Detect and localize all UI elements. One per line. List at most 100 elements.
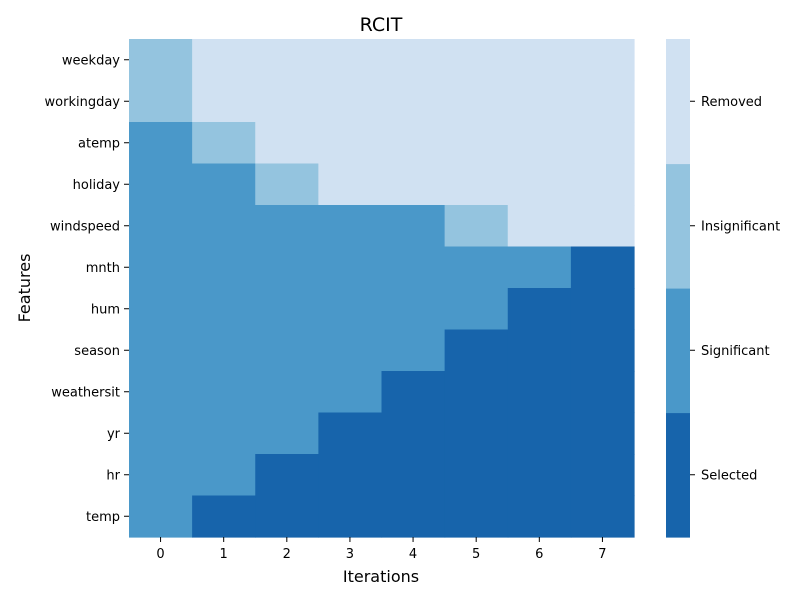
heatmap-cell	[255, 454, 319, 497]
heatmap-cell	[192, 163, 256, 206]
y-tick-label: yr	[107, 427, 121, 442]
heatmap-cell	[570, 163, 635, 206]
heatmap-cell	[192, 39, 256, 82]
heatmap-cell	[570, 412, 635, 455]
x-tick-label: 7	[598, 547, 606, 562]
heatmap-cell	[255, 205, 319, 248]
y-tick-label: windspeed	[50, 219, 120, 234]
colorbar-segment	[666, 39, 690, 165]
colorbar-label: Removed	[701, 95, 762, 110]
heatmap-cell	[255, 39, 319, 82]
x-tick-label: 3	[346, 547, 354, 562]
heatmap-cell	[129, 39, 193, 82]
colorbar-label: Selected	[701, 468, 757, 483]
heatmap-cell	[444, 412, 509, 455]
heatmap-cell	[192, 122, 256, 165]
heatmap-cell	[129, 329, 193, 372]
heatmap-cell	[129, 454, 193, 497]
heatmap-cell	[507, 246, 572, 289]
heatmap-cell	[570, 122, 635, 165]
heatmap-cell	[129, 495, 193, 538]
heatmap-cell	[192, 288, 256, 331]
y-tick-labels: weekday workingday atemp holiday windspeed mn…	[45, 53, 129, 525]
heatmap-cell	[255, 371, 319, 414]
y-tick-label: weathersit	[51, 385, 120, 400]
heatmap-cell	[381, 371, 446, 414]
heatmap-cell	[381, 80, 446, 123]
y-axis-title: Features	[15, 254, 34, 323]
heatmap-cell	[129, 80, 193, 123]
y-tick-label: hr	[106, 468, 120, 483]
heatmap-cell	[255, 122, 319, 165]
heatmap-cell	[318, 454, 383, 497]
heatmap-cell	[507, 80, 572, 123]
heatmap-cell	[444, 80, 509, 123]
heatmap-cell	[444, 329, 509, 372]
colorbar-segment	[666, 288, 690, 414]
heatmap-cell	[192, 495, 256, 538]
y-tick-label: weekday	[62, 53, 120, 68]
heatmap-cell	[381, 246, 446, 289]
heatmap-cell	[318, 163, 383, 206]
heatmap-cell	[318, 288, 383, 331]
heatmap-cell	[318, 412, 383, 455]
heatmap-cell	[318, 122, 383, 165]
heatmap-cell	[444, 163, 509, 206]
heatmap-cell	[570, 495, 635, 538]
heatmap-cell	[255, 80, 319, 123]
y-tick-label: atemp	[78, 136, 120, 151]
y-tick-label: mnth	[86, 261, 120, 276]
x-tick-label: 2	[283, 547, 291, 562]
heatmap-cell	[192, 454, 256, 497]
y-tick-label: temp	[86, 510, 120, 525]
x-tick-label: 0	[156, 547, 164, 562]
colorbar-segment	[666, 412, 690, 538]
heatmap-cell	[192, 412, 256, 455]
heatmap-cell	[507, 163, 572, 206]
heatmap-cell	[381, 163, 446, 206]
heatmap-cells	[129, 39, 635, 538]
heatmap-cell	[444, 288, 509, 331]
heatmap-cell	[381, 412, 446, 455]
x-tick-label: 4	[409, 547, 417, 562]
colorbar-label: Insignificant	[701, 219, 780, 234]
heatmap-cell	[255, 288, 319, 331]
y-tick-label: hum	[91, 302, 120, 317]
heatmap-cell	[570, 80, 635, 123]
heatmap-cell	[444, 122, 509, 165]
heatmap-cell	[192, 371, 256, 414]
x-tick-labels: 0 1 2 3 4 5 6 7	[156, 537, 607, 562]
heatmap-cell	[444, 246, 509, 289]
heatmap-cell	[507, 495, 572, 538]
heatmap-cell	[381, 288, 446, 331]
heatmap-cell	[318, 371, 383, 414]
heatmap-cell	[129, 163, 193, 206]
heatmap-cell	[570, 288, 635, 331]
heatmap-cell	[381, 495, 446, 538]
heatmap-cell	[570, 246, 635, 289]
heatmap-cell	[129, 288, 193, 331]
heatmap-cell	[507, 288, 572, 331]
heatmap-cell	[507, 205, 572, 248]
heatmap-cell	[129, 122, 193, 165]
heatmap-cell	[381, 454, 446, 497]
heatmap-cell	[192, 246, 256, 289]
heatmap-cell	[318, 80, 383, 123]
heatmap-cell	[255, 495, 319, 538]
heatmap-cell	[129, 205, 193, 248]
heatmap-cell	[129, 371, 193, 414]
heatmap-cell	[255, 329, 319, 372]
x-tick-label: 6	[535, 547, 543, 562]
y-tick-label: holiday	[73, 178, 121, 193]
heatmap-cell	[381, 205, 446, 248]
heatmap-cell	[381, 39, 446, 82]
chart-title: RCIT	[360, 14, 403, 36]
x-tick-label: 1	[220, 547, 228, 562]
heatmap-cell	[570, 329, 635, 372]
heatmap-cell	[570, 454, 635, 497]
heatmap-cell	[318, 246, 383, 289]
heatmap-cell	[192, 205, 256, 248]
x-tick-label: 5	[472, 547, 480, 562]
heatmap-cell	[192, 329, 256, 372]
